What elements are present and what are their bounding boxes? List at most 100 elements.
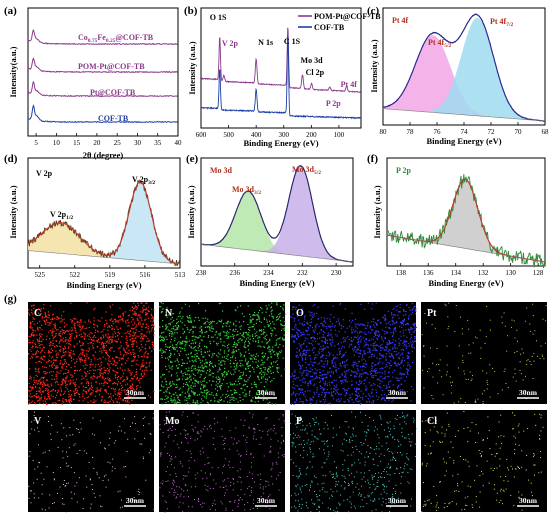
map-dot: [50, 439, 52, 441]
map-dot: [326, 355, 328, 357]
map-dot: [84, 328, 86, 330]
map-dot: [278, 313, 280, 315]
map-dot: [346, 327, 348, 329]
map-dot: [381, 343, 383, 346]
map-dot: [399, 307, 401, 309]
map-dot: [244, 383, 247, 386]
map-dot: [221, 356, 224, 358]
map-dot: [203, 370, 205, 372]
map-dot: [307, 322, 309, 325]
map-dot: [327, 346, 329, 349]
map-dot: [165, 345, 167, 348]
map-dot: [201, 353, 203, 355]
map-dot: [126, 339, 128, 341]
map-dot: [212, 372, 214, 375]
map-dot: [405, 314, 407, 316]
map-dot: [90, 503, 92, 505]
map-dot: [47, 321, 49, 323]
map-dot: [64, 331, 67, 333]
map-dot: [251, 334, 253, 336]
map-dot: [99, 357, 101, 359]
map-dot: [304, 316, 306, 318]
map-dot: [264, 326, 266, 328]
map-dot: [357, 323, 359, 325]
map-dot: [218, 363, 220, 365]
map-element-label: V: [34, 416, 42, 427]
map-dot: [249, 313, 251, 315]
map-dot: [194, 460, 196, 462]
map-dot: [304, 396, 306, 398]
map-dot: [193, 320, 195, 322]
map-dot: [350, 321, 352, 323]
map-dot: [395, 330, 397, 332]
map-dot: [380, 349, 382, 351]
map-dot: [135, 305, 137, 307]
map-dot: [60, 349, 62, 351]
map-dot: [66, 329, 68, 332]
map-dot: [52, 389, 54, 391]
map-dot: [31, 428, 33, 430]
map-dot: [51, 375, 53, 377]
map-dot: [87, 401, 89, 403]
map-dot: [362, 393, 364, 395]
map-dot: [72, 398, 75, 400]
map-dot: [292, 391, 295, 393]
map-dot: [218, 303, 220, 305]
map-dot: [203, 451, 204, 453]
map-dot: [85, 359, 87, 361]
map-dot: [160, 376, 162, 378]
map-dot: [361, 324, 363, 326]
map-dot: [28, 497, 30, 499]
map-dot: [276, 353, 278, 355]
map-dot: [54, 382, 57, 384]
map-dot: [141, 333, 144, 335]
map-dot: [202, 317, 204, 319]
map-dot: [332, 371, 334, 373]
map-dot: [76, 320, 78, 323]
map-dot: [64, 339, 66, 341]
map-dot: [69, 354, 71, 356]
map-dot: [39, 383, 41, 385]
map-dot: [134, 313, 136, 315]
map-dot: [94, 376, 96, 378]
map-dot: [344, 366, 346, 369]
map-dot: [201, 339, 203, 341]
map-dot: [330, 345, 333, 347]
map-dot: [324, 332, 326, 334]
map-dot: [200, 362, 202, 364]
map-dot: [61, 381, 63, 383]
map-dot: [178, 354, 181, 357]
map-dot: [243, 315, 245, 318]
map-dot: [52, 344, 54, 346]
map-dot: [41, 348, 43, 350]
map-dot: [339, 376, 341, 378]
map-dot: [99, 366, 101, 368]
map-dot: [352, 319, 354, 322]
map-dot: [64, 345, 66, 347]
map-dot: [249, 335, 251, 337]
map-dot: [54, 397, 57, 399]
map-dot: [49, 351, 51, 353]
map-dot: [299, 354, 301, 356]
map-dot: [115, 374, 117, 376]
map-dot: [209, 368, 211, 370]
map-dot: [48, 386, 50, 388]
map-dot: [203, 378, 205, 380]
map-dot: [187, 391, 189, 393]
map-dot: [315, 324, 317, 326]
map-dot: [532, 303, 534, 305]
map-dot: [36, 478, 38, 480]
map-dot: [36, 310, 38, 312]
map-dot: [354, 318, 357, 320]
map-dot: [340, 394, 342, 396]
map-dot: [390, 332, 392, 334]
map-dot: [49, 398, 51, 400]
map-dot: [171, 366, 173, 368]
map-dot: [162, 432, 164, 433]
map-dot: [133, 308, 135, 310]
map-dot: [400, 321, 402, 323]
map-dot: [63, 503, 65, 505]
map-dot: [61, 319, 63, 321]
map-dot: [172, 393, 174, 395]
map-dot: [330, 388, 332, 390]
